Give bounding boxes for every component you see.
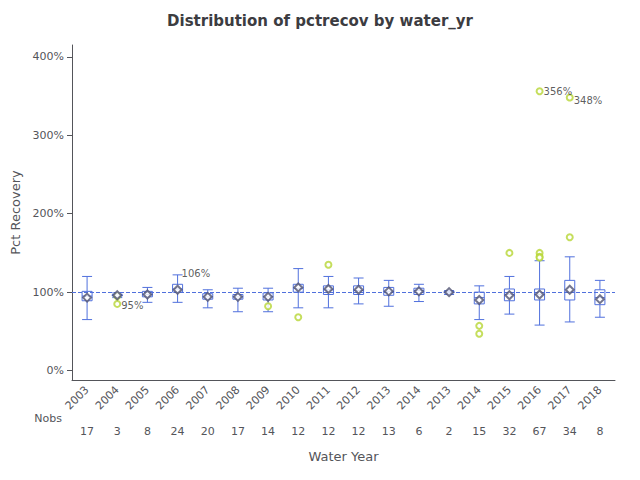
svg-text:13: 13	[382, 425, 396, 438]
svg-text:400%: 400%	[33, 50, 64, 63]
svg-text:106%: 106%	[182, 268, 211, 279]
svg-text:17: 17	[80, 425, 94, 438]
svg-text:8: 8	[596, 425, 603, 438]
svg-text:2: 2	[446, 425, 453, 438]
svg-text:200%: 200%	[33, 207, 64, 220]
svg-text:Water Year: Water Year	[308, 449, 379, 464]
svg-text:2012: 2012	[334, 383, 363, 412]
svg-text:67: 67	[533, 425, 547, 438]
svg-text:348%: 348%	[574, 95, 603, 106]
svg-text:2006: 2006	[153, 383, 182, 412]
svg-text:12: 12	[352, 425, 366, 438]
svg-text:300%: 300%	[33, 129, 64, 142]
svg-text:2005: 2005	[123, 383, 152, 412]
svg-text:12: 12	[321, 425, 335, 438]
svg-text:Pct Recovery: Pct Recovery	[8, 170, 23, 255]
svg-text:2007: 2007	[183, 383, 212, 412]
svg-text:34: 34	[563, 425, 577, 438]
svg-text:Nobs: Nobs	[34, 412, 62, 425]
svg-text:2010: 2010	[274, 383, 303, 412]
svg-text:95%: 95%	[121, 300, 143, 311]
svg-text:8: 8	[144, 425, 151, 438]
svg-text:3: 3	[114, 425, 121, 438]
svg-text:20: 20	[201, 425, 215, 438]
svg-text:32: 32	[502, 425, 516, 438]
svg-text:6: 6	[415, 425, 422, 438]
svg-text:2004: 2004	[93, 383, 122, 412]
svg-text:2015: 2015	[485, 383, 514, 412]
svg-text:2014: 2014	[455, 383, 484, 412]
svg-text:356%: 356%	[544, 86, 573, 97]
svg-text:2013: 2013	[364, 383, 393, 412]
svg-text:0%: 0%	[47, 364, 64, 377]
svg-text:17: 17	[231, 425, 245, 438]
svg-text:2017: 2017	[545, 383, 574, 412]
svg-text:Distribution of pctrecov by wa: Distribution of pctrecov by water_yr	[167, 12, 474, 30]
svg-text:2014: 2014	[395, 383, 424, 412]
svg-text:14: 14	[261, 425, 275, 438]
svg-text:100%: 100%	[33, 286, 64, 299]
svg-text:24: 24	[171, 425, 185, 438]
svg-text:2016: 2016	[515, 383, 544, 412]
svg-text:2011: 2011	[304, 383, 333, 412]
svg-text:15: 15	[472, 425, 486, 438]
svg-text:2018: 2018	[576, 383, 605, 412]
svg-text:2013: 2013	[425, 383, 454, 412]
svg-text:12: 12	[291, 425, 305, 438]
svg-text:2009: 2009	[244, 383, 273, 412]
svg-text:2003: 2003	[63, 383, 92, 412]
svg-text:2008: 2008	[214, 383, 243, 412]
